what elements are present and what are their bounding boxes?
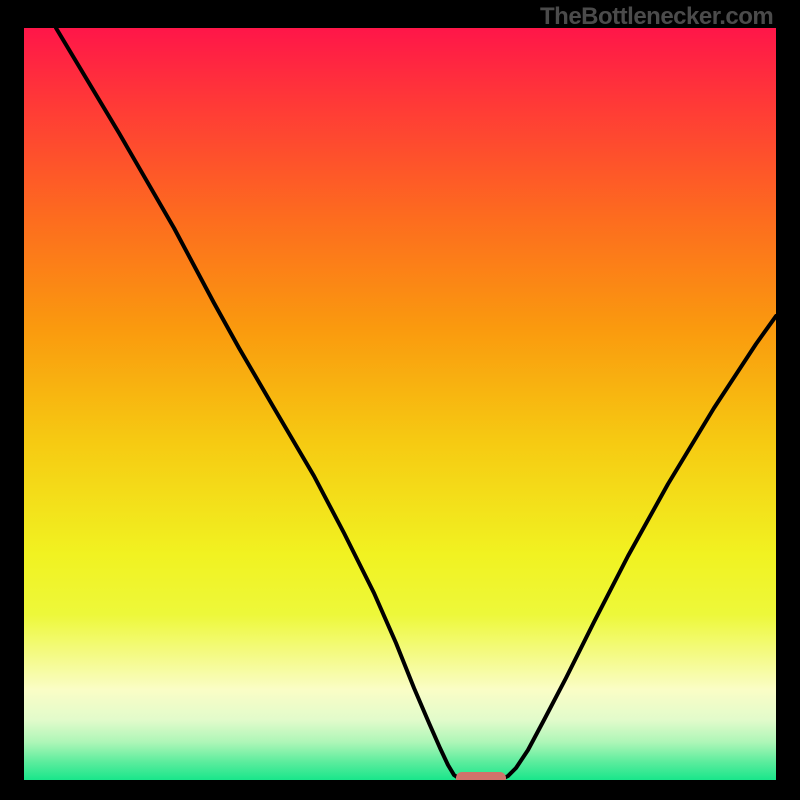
optimal-marker <box>456 772 506 780</box>
watermark-text: TheBottlenecker.com <box>540 3 773 31</box>
gradient-background <box>24 28 776 780</box>
plot-svg <box>24 28 776 780</box>
plot-area <box>24 28 776 780</box>
